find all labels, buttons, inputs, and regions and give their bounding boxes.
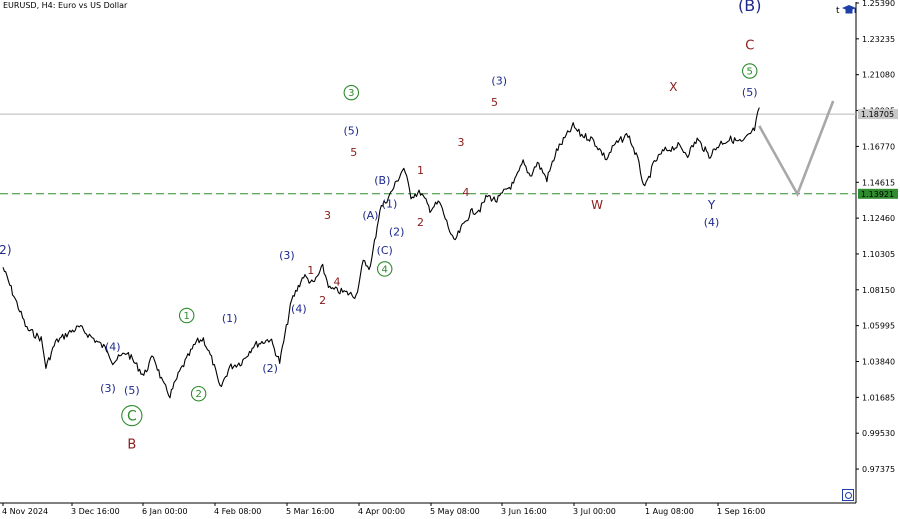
- wave-label-circle: [741, 63, 758, 79]
- x-tick-label: 4 Nov 2024: [2, 507, 48, 516]
- x-tick-label: 4 Feb 08:00: [214, 507, 261, 516]
- wave-label-circle: [190, 385, 207, 402]
- wave-label: (5): [344, 124, 360, 137]
- wave-label-circle: [121, 405, 143, 427]
- wave-label: 1: [184, 311, 190, 322]
- wave-label: 3: [348, 88, 354, 99]
- x-tick-label: 3 Jul 00:00: [573, 507, 616, 516]
- wave-label: 3: [324, 209, 331, 222]
- wave-label: (2): [389, 226, 405, 239]
- wave-projection-path: [758, 100, 835, 198]
- wave-label-circle: [178, 307, 195, 324]
- wave-label: (4): [704, 216, 720, 229]
- wave-label: (3): [100, 382, 116, 395]
- y-tick-label: 1.14615: [862, 178, 895, 187]
- y-tick-label: 0.97375: [862, 465, 895, 474]
- x-tick-label: 1 Aug 08:00: [645, 507, 694, 516]
- graduation-cap-icon[interactable]: [842, 4, 856, 17]
- y-tick-label: 1.21080: [862, 71, 895, 80]
- wave-label: (4): [291, 302, 307, 315]
- wave-label: Y: [707, 198, 716, 212]
- level-price-label: 1.13921: [861, 190, 894, 199]
- wave-label: C: [745, 38, 754, 53]
- y-tick-label: 1.16770: [862, 142, 895, 151]
- y-tick-label: 0.99530: [862, 429, 895, 438]
- zoom-circle-icon[interactable]: [842, 489, 854, 501]
- wave-label: W: [591, 198, 603, 212]
- wave-label: 2: [417, 216, 424, 229]
- price-series: [2, 107, 760, 399]
- x-tick-label: 5 May 08:00: [430, 507, 480, 516]
- wave-label: (3): [491, 74, 507, 87]
- current-price-tag: [858, 109, 898, 120]
- wave-label: (B): [738, 0, 761, 15]
- wave-label: 4: [334, 276, 341, 289]
- wave-label: 1: [417, 164, 424, 177]
- y-tick-label: 1.10305: [862, 250, 895, 259]
- wave-label: (4): [105, 341, 121, 354]
- x-tick-label: 1 Sep 16:00: [717, 507, 765, 516]
- y-tick-label: 1.23235: [862, 35, 895, 44]
- chart-symbol-title: EURUSD, H4: Euro vs US Dollar: [3, 1, 128, 10]
- wave-label: 4: [382, 264, 388, 275]
- wave-label-circle: [343, 84, 360, 101]
- wave-label: (B): [374, 174, 390, 187]
- current-price-label: 1.18705: [861, 110, 894, 119]
- y-tick-label: 1.25390: [862, 0, 895, 8]
- wave-label: X: [669, 80, 677, 94]
- wave-label: (C): [377, 244, 393, 257]
- y-tick-label: 1.05995: [862, 322, 895, 331]
- wave-label: 2: [195, 389, 201, 400]
- wave-label: 5: [491, 96, 498, 109]
- x-tick-label: 3 Dec 16:00: [71, 507, 120, 516]
- y-tick-label: 1.12460: [862, 214, 895, 223]
- wave-label: 1: [307, 264, 314, 277]
- wave-label: 3: [458, 136, 465, 149]
- level-price-tag: [858, 188, 898, 199]
- y-tick-label: 1.03840: [862, 358, 895, 367]
- corner-letter: t: [836, 6, 840, 16]
- x-tick-label: 5 Mar 16:00: [286, 507, 334, 516]
- y-tick-label: 1.01685: [862, 393, 895, 402]
- wave-label-circle: [376, 261, 393, 277]
- wave-label: 5: [350, 146, 357, 159]
- x-tick-label: 6 Jan 00:00: [142, 507, 188, 516]
- wave-label: (2): [0, 243, 12, 257]
- wave-label: (5): [124, 384, 140, 397]
- wave-label: (A): [362, 209, 378, 222]
- wave-label: (1): [382, 197, 398, 210]
- wave-label: B: [127, 438, 136, 453]
- wave-label: (2): [262, 362, 278, 375]
- wave-label: 2: [319, 294, 326, 307]
- wave-label: (3): [279, 249, 295, 262]
- x-tick-label: 3 Jun 16:00: [501, 507, 547, 516]
- y-tick-label: 1.08150: [862, 286, 895, 295]
- wave-label: 5: [747, 66, 753, 77]
- wave-label: (1): [222, 312, 238, 325]
- wave-label: 4: [462, 186, 469, 199]
- x-tick-label: 4 Apr 00:00: [358, 507, 405, 516]
- wave-label: C: [127, 408, 137, 424]
- wave-label: (5): [742, 86, 758, 99]
